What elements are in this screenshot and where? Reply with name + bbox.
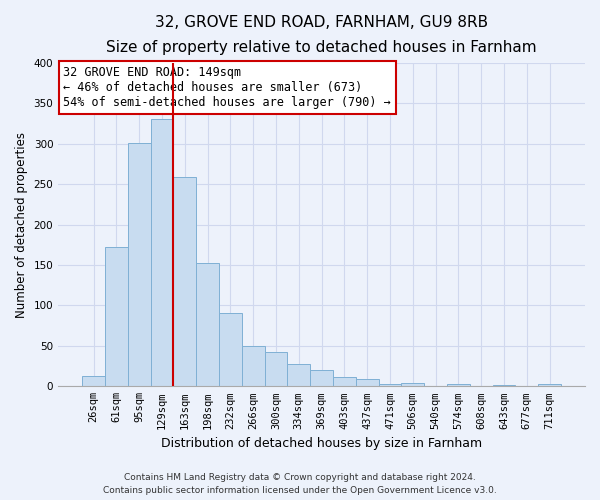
Bar <box>219 312 242 386</box>
Bar <box>151 120 173 386</box>
Bar <box>310 370 333 386</box>
Bar <box>242 346 265 387</box>
Bar <box>105 247 128 386</box>
Bar <box>287 364 310 386</box>
Bar <box>356 379 379 386</box>
Y-axis label: Number of detached properties: Number of detached properties <box>15 132 28 318</box>
Bar <box>401 383 424 386</box>
Bar <box>128 143 151 386</box>
Bar <box>379 384 401 386</box>
Bar <box>333 378 356 386</box>
Bar <box>196 262 219 386</box>
Bar <box>538 384 561 386</box>
X-axis label: Distribution of detached houses by size in Farnham: Distribution of detached houses by size … <box>161 437 482 450</box>
Bar <box>82 376 105 386</box>
Title: 32, GROVE END ROAD, FARNHAM, GU9 8RB
Size of property relative to detached house: 32, GROVE END ROAD, FARNHAM, GU9 8RB Siz… <box>106 15 537 54</box>
Text: Contains HM Land Registry data © Crown copyright and database right 2024.
Contai: Contains HM Land Registry data © Crown c… <box>103 474 497 495</box>
Bar <box>265 352 287 386</box>
Bar <box>447 384 470 386</box>
Text: 32 GROVE END ROAD: 149sqm
← 46% of detached houses are smaller (673)
54% of semi: 32 GROVE END ROAD: 149sqm ← 46% of detac… <box>64 66 391 109</box>
Bar <box>173 177 196 386</box>
